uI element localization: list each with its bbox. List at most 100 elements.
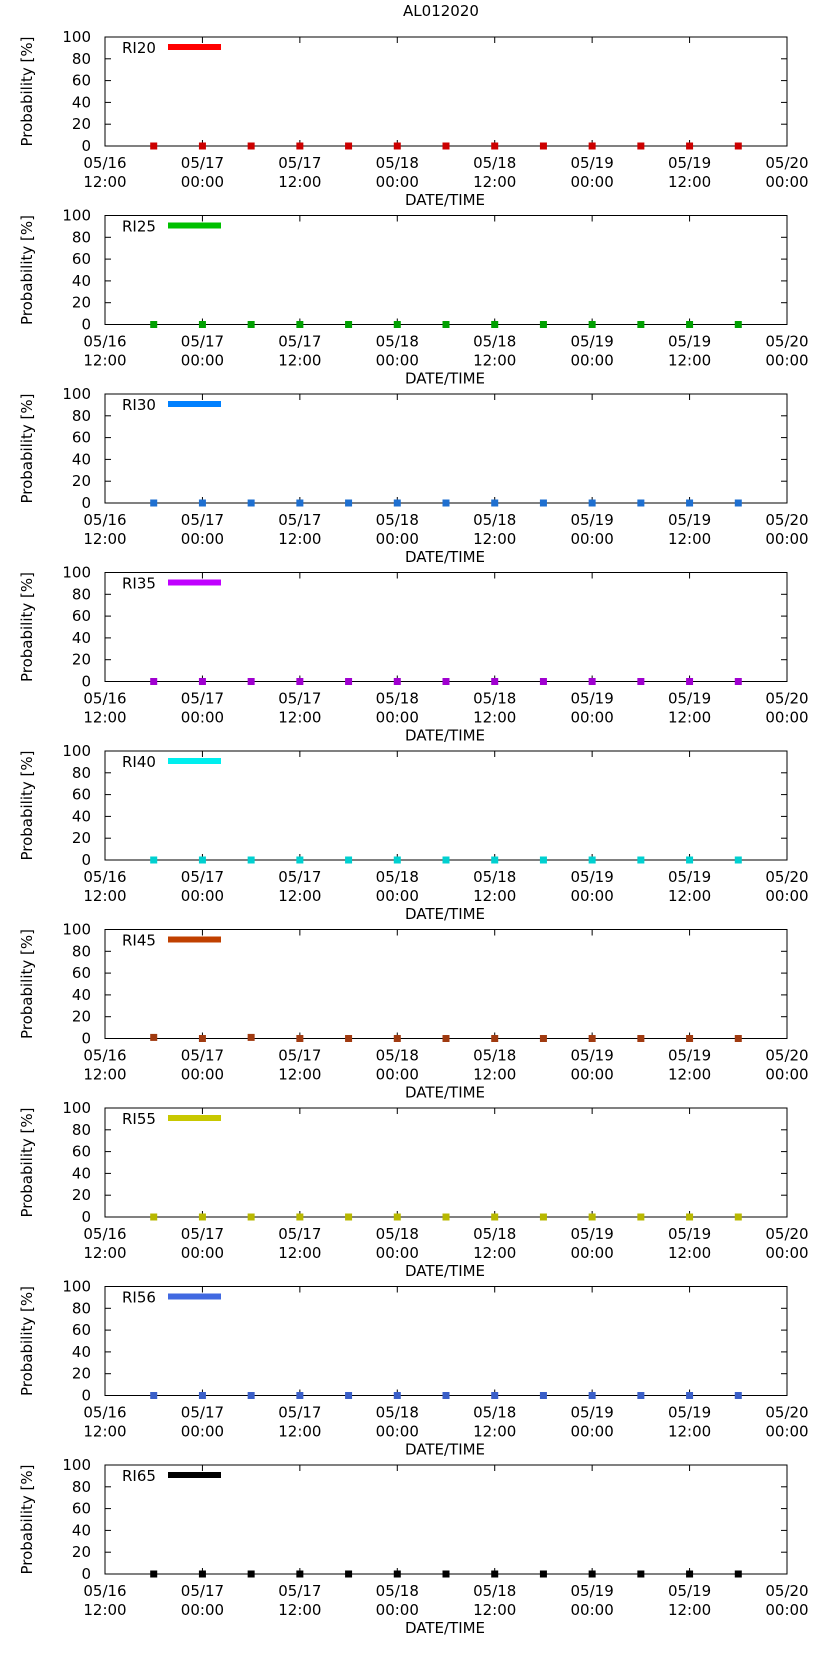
x-axis-label: DATE/TIME (405, 548, 485, 566)
x-tick-label-time: 12:00 (668, 1244, 711, 1262)
data-point (198, 1035, 206, 1042)
y-tick-label: 20 (72, 472, 91, 490)
x-tick-label-date: 05/19 (668, 333, 711, 351)
x-tick-label-date: 05/16 (83, 511, 126, 529)
x-tick-label-date: 05/19 (668, 511, 711, 529)
legend-label: RI35 (122, 575, 156, 593)
x-tick-label-time: 00:00 (181, 1601, 224, 1619)
y-axis-label: Probability [%] (18, 1107, 36, 1217)
data-point (686, 1392, 694, 1399)
y-axis-label: Probability [%] (18, 393, 36, 503)
x-tick-label-date: 05/17 (278, 333, 321, 351)
data-point (686, 1213, 694, 1221)
y-tick-label: 60 (72, 429, 91, 447)
data-point (734, 1035, 742, 1042)
chart-panel-ri30: 02040608010005/1612:0005/1700:0005/1712:… (18, 385, 809, 566)
data-point (150, 1033, 158, 1041)
data-point (198, 321, 206, 328)
x-tick-label-date: 05/19 (571, 154, 614, 172)
data-point (247, 321, 255, 328)
y-tick-label: 0 (81, 1208, 91, 1226)
x-tick-label-date: 05/17 (278, 690, 321, 708)
x-tick-label-date: 05/17 (181, 868, 224, 886)
x-tick-label-date: 05/19 (571, 1582, 614, 1600)
data-point (393, 142, 401, 150)
data-point (734, 678, 742, 685)
y-tick-label: 80 (72, 50, 91, 68)
x-tick-label-date: 05/19 (668, 1404, 711, 1422)
legend-label: RI25 (122, 218, 156, 236)
x-tick-label-time: 12:00 (668, 887, 711, 905)
y-tick-label: 100 (62, 207, 91, 225)
data-point (198, 142, 206, 150)
chart-panel-ri56: 02040608010005/1612:0005/1700:0005/1712:… (18, 1278, 809, 1459)
data-point (588, 678, 596, 685)
x-tick-label-time: 12:00 (278, 1066, 321, 1084)
x-tick-label-date: 05/20 (765, 1404, 808, 1422)
x-tick-label-time: 12:00 (668, 1423, 711, 1441)
y-tick-label: 20 (72, 115, 91, 133)
data-point (150, 1392, 158, 1399)
chart-panel-ri55: 02040608010005/1612:0005/1700:0005/1712:… (18, 1099, 809, 1280)
y-tick-label: 80 (72, 585, 91, 603)
data-point (345, 1213, 353, 1221)
legend-label: RI65 (122, 1467, 156, 1485)
x-tick-label-time: 12:00 (278, 1423, 321, 1441)
data-point (393, 678, 401, 685)
y-tick-label: 100 (62, 385, 91, 403)
y-tick-label: 0 (81, 1565, 91, 1583)
data-point (588, 499, 596, 507)
data-point (150, 1213, 158, 1221)
y-tick-label: 0 (81, 851, 91, 869)
x-tick-label-time: 00:00 (376, 1244, 419, 1262)
x-tick-label-date: 05/17 (181, 1225, 224, 1243)
chart-title: AL012020 (403, 2, 479, 20)
data-point (734, 321, 742, 328)
y-axis-label: Probability [%] (18, 1464, 36, 1574)
data-point (686, 1035, 694, 1042)
y-tick-label: 20 (72, 651, 91, 669)
x-tick-label-date: 05/20 (765, 690, 808, 708)
data-point (296, 321, 304, 328)
y-tick-label: 0 (81, 1030, 91, 1048)
x-tick-label-date: 05/19 (668, 1582, 711, 1600)
x-tick-label-date: 05/16 (83, 1047, 126, 1065)
x-tick-label-time: 12:00 (668, 1601, 711, 1619)
data-point (686, 856, 694, 864)
y-tick-label: 40 (72, 807, 91, 825)
data-point (393, 321, 401, 328)
x-tick-label-date: 05/19 (571, 868, 614, 886)
x-tick-label-time: 00:00 (571, 887, 614, 905)
x-tick-label-time: 12:00 (83, 887, 126, 905)
y-axis-label: Probability [%] (18, 215, 36, 325)
data-point (637, 678, 645, 685)
x-tick-label-time: 00:00 (181, 1423, 224, 1441)
x-tick-label-date: 05/16 (83, 690, 126, 708)
x-tick-label-time: 00:00 (376, 1601, 419, 1619)
data-point (491, 142, 499, 150)
data-point (491, 1035, 499, 1042)
plot-frame (104, 215, 788, 325)
x-tick-label-date: 05/16 (83, 154, 126, 172)
x-axis-label: DATE/TIME (405, 727, 485, 745)
x-tick-label-time: 00:00 (765, 352, 808, 370)
y-tick-label: 0 (81, 137, 91, 155)
data-point (588, 142, 596, 150)
x-tick-label-time: 00:00 (571, 1066, 614, 1084)
x-tick-label-date: 05/19 (668, 690, 711, 708)
data-point (539, 1035, 547, 1042)
y-tick-label: 60 (72, 72, 91, 90)
data-point (734, 856, 742, 864)
x-tick-label-time: 00:00 (765, 887, 808, 905)
x-tick-label-date: 05/17 (181, 333, 224, 351)
x-axis-label: DATE/TIME (405, 1084, 485, 1102)
x-tick-label-time: 00:00 (765, 1601, 808, 1619)
y-tick-label: 100 (62, 1456, 91, 1474)
data-point (686, 321, 694, 328)
data-point (296, 1392, 304, 1399)
x-tick-label-time: 00:00 (571, 709, 614, 727)
x-tick-label-date: 05/17 (278, 154, 321, 172)
data-point (296, 856, 304, 864)
x-tick-label-date: 05/19 (571, 511, 614, 529)
y-tick-label: 20 (72, 1008, 91, 1026)
